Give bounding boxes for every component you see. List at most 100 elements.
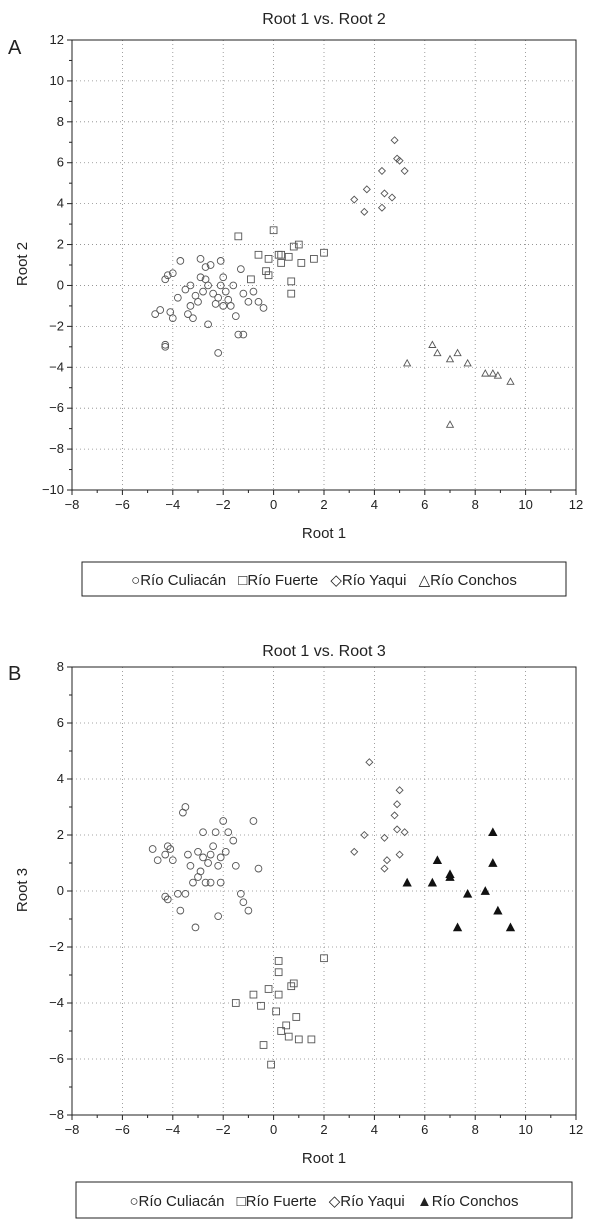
point-diamond — [389, 194, 396, 201]
point-square — [250, 991, 257, 998]
point-diamond — [401, 829, 408, 836]
point-square — [311, 255, 318, 262]
legend-a: ○Río Culiacán □Río Fuerte ◇Río Yaqui △Rí… — [82, 562, 566, 596]
point-square — [288, 290, 295, 297]
legend-a-symbol-conchos: △ — [419, 572, 431, 589]
point-circle — [240, 331, 247, 338]
point-circle — [200, 854, 207, 861]
x-tick-label: 2 — [320, 1122, 327, 1137]
point-circle — [215, 862, 222, 869]
legend-a-label-culiacan: Río Culiacán — [140, 572, 226, 589]
point-square — [288, 983, 295, 990]
panel-b-ylabel: Root 3 — [14, 868, 31, 912]
point-circle — [237, 890, 244, 897]
point-square — [235, 233, 242, 240]
point-filled-triangle — [489, 828, 497, 835]
point-square — [275, 251, 282, 258]
point-circle — [187, 862, 194, 869]
point-diamond — [381, 190, 388, 197]
point-diamond — [394, 801, 401, 808]
point-circle — [225, 829, 232, 836]
point-diamond — [351, 848, 358, 855]
point-circle — [187, 303, 194, 310]
x-tick-label: 10 — [518, 1122, 532, 1137]
point-square — [298, 260, 305, 267]
series-r-o-fuerte — [235, 227, 327, 297]
point-square — [232, 1000, 239, 1007]
point-triangle — [429, 341, 436, 347]
legend-b-symbol-fuerte: □ — [237, 1193, 246, 1210]
y-tick-label: −4 — [49, 359, 64, 374]
point-square — [285, 253, 292, 260]
point-circle — [222, 288, 229, 295]
y-tick-label: 4 — [57, 771, 64, 786]
x-tick-label: −6 — [115, 1122, 130, 1137]
point-circle — [157, 307, 164, 314]
panel-b-plot: −8 −6 −4 −2 0 2 4 6 8 10 12−8−6−4−202468 — [49, 659, 583, 1137]
series-r-o-culiac-n — [149, 804, 262, 931]
y-tick-label: 0 — [57, 277, 64, 292]
panel-a-ylabel: Root 2 — [14, 242, 31, 286]
point-filled-triangle — [494, 907, 502, 914]
y-tick-label: 6 — [57, 715, 64, 730]
point-diamond — [381, 834, 388, 841]
legend-b: ○Río Culiacán □Río Fuerte ◇Río Yaqui ▲Rí… — [76, 1182, 572, 1218]
x-tick-label: −2 — [216, 497, 231, 512]
point-square — [308, 1036, 315, 1043]
series-r-o-culiac-n — [152, 255, 267, 356]
y-tick-label: −6 — [49, 400, 64, 415]
point-diamond — [391, 137, 398, 144]
point-diamond — [381, 865, 388, 872]
legend-a-label-conchos: Río Conchos — [430, 572, 517, 589]
point-triangle — [489, 370, 496, 376]
x-tick-label: 10 — [518, 497, 532, 512]
y-tick-label: 8 — [57, 114, 64, 129]
point-diamond — [396, 851, 403, 858]
point-diamond — [394, 826, 401, 833]
point-square — [275, 958, 282, 965]
legend-a-symbol-culiacan: ○ — [131, 572, 140, 589]
point-square — [265, 986, 272, 993]
point-square — [278, 251, 285, 258]
point-circle — [190, 879, 197, 886]
x-tick-label: 0 — [270, 497, 277, 512]
panel-a-title: Root 1 vs. Root 2 — [262, 11, 386, 28]
x-tick-label: 2 — [320, 497, 327, 512]
point-circle — [217, 879, 224, 886]
point-circle — [192, 924, 199, 931]
x-tick-label: 6 — [421, 497, 428, 512]
point-diamond — [379, 168, 386, 175]
x-tick-label: −8 — [65, 497, 80, 512]
series-r-o-conchos — [403, 828, 514, 931]
legend-b-symbol-yaqui: ◇ — [329, 1193, 341, 1210]
point-square — [275, 969, 282, 976]
point-triangle — [404, 360, 411, 366]
point-square — [290, 980, 297, 987]
point-square — [278, 260, 285, 267]
point-circle — [174, 890, 181, 897]
point-diamond — [363, 186, 370, 193]
point-circle — [197, 868, 204, 875]
point-triangle — [482, 370, 489, 376]
point-circle — [215, 350, 222, 357]
point-triangle — [464, 360, 471, 366]
point-circle — [250, 288, 257, 295]
point-square — [265, 255, 272, 262]
point-circle — [232, 862, 239, 869]
panel-a-letter: A — [8, 37, 22, 59]
point-diamond — [384, 857, 391, 864]
y-tick-label: 0 — [57, 883, 64, 898]
y-tick-label: −8 — [49, 1107, 64, 1122]
point-circle — [169, 857, 176, 864]
x-tick-label: −4 — [165, 1122, 180, 1137]
point-square — [255, 251, 262, 258]
x-tick-label: 4 — [371, 497, 378, 512]
point-filled-triangle — [454, 924, 462, 931]
panel-b-title: Root 1 vs. Root 3 — [262, 643, 386, 660]
point-circle — [190, 315, 197, 322]
y-tick-label: −2 — [49, 939, 64, 954]
y-tick-label: −2 — [49, 318, 64, 333]
point-circle — [185, 851, 192, 858]
point-circle — [230, 837, 237, 844]
